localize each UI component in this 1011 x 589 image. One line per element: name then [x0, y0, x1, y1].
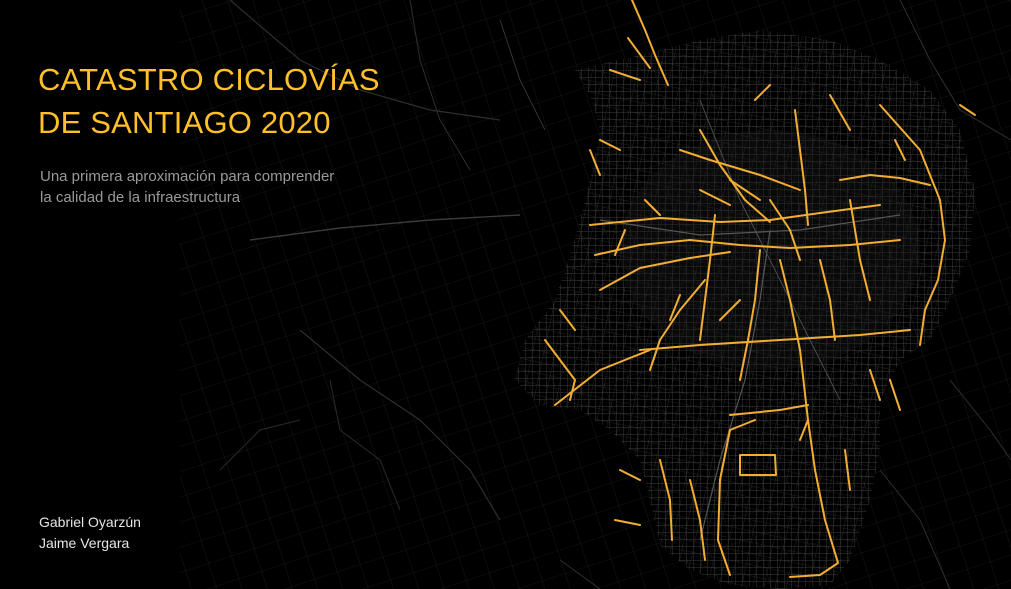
author-list: Gabriel Oyarzún Jaime Vergara — [39, 512, 141, 554]
subtitle-line-2: la calidad de la infraestructura — [40, 189, 241, 206]
author-name: Gabriel Oyarzún — [39, 514, 141, 530]
cover-title: CATASTRO CICLOVÍAS DE SANTIAGO 2020 — [38, 58, 380, 144]
title-line-1: CATASTRO CICLOVÍAS — [38, 62, 380, 97]
author-name: Jaime Vergara — [39, 535, 130, 551]
title-line-2: DE SANTIAGO 2020 — [38, 105, 331, 140]
urban-street-network — [515, 30, 975, 589]
cover-subtitle: Una primera aproximación para comprender… — [40, 166, 334, 208]
bike-lane-network — [544, 0, 976, 578]
subtitle-line-1: Una primera aproximación para comprender — [40, 168, 335, 185]
